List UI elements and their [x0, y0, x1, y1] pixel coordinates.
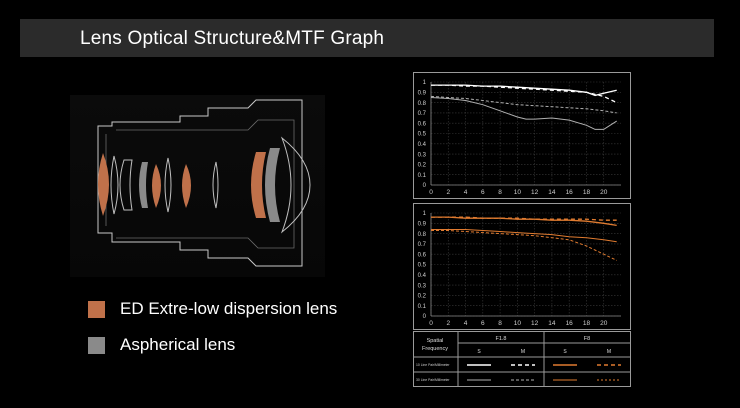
x-tick-label: 12: [531, 320, 539, 327]
y-tick-label: 0.8: [418, 101, 427, 107]
y-tick-label: 0.5: [418, 263, 427, 269]
mtf-chart-stopped-down: 00.10.20.30.40.50.60.70.80.910 2 4 6 8 10 12 14…: [413, 203, 631, 330]
x-tick-label: 20: [600, 320, 608, 327]
x-tick-label: 10: [514, 189, 522, 196]
lens-element-3: [119, 159, 133, 211]
y-tick-label: 0.6: [418, 252, 427, 258]
y-tick-label: 0.7: [418, 242, 427, 248]
lens-element-11: [280, 136, 311, 234]
series-line: [430, 95, 617, 114]
y-tick-label: 0.1: [418, 173, 427, 179]
series-line: [431, 84, 617, 104]
y-tick-label: 0.3: [418, 152, 427, 158]
x-tick-label: 6: [481, 320, 485, 327]
table-row-10lp: 10 Line Pair/Millimeter: [416, 363, 450, 367]
ed-lens-4: [251, 152, 266, 218]
series-line: [430, 97, 617, 130]
y-tick-label: 0.2: [418, 294, 427, 300]
series-line: [431, 230, 617, 261]
table-col-m: M: [607, 349, 611, 355]
chart-frame: [413, 72, 631, 199]
aspherical-lens-1: [139, 162, 148, 208]
table-col-s: S: [477, 349, 481, 355]
y-tick-label: 1: [423, 80, 427, 86]
table-col-s: S: [563, 349, 567, 355]
x-tick-label: 4: [464, 189, 468, 196]
y-tick-label: 0.4: [418, 273, 427, 279]
legend-label-aspherical: Aspherical lens: [120, 335, 236, 354]
table-aperture-wide: F1.8: [495, 336, 506, 342]
x-tick-label: 18: [583, 320, 591, 327]
y-tick-label: 0.4: [418, 142, 427, 148]
table-aperture-stopped: F8: [584, 336, 590, 342]
table-row-30lp: 30 Line Pair/Millimeter: [416, 378, 450, 382]
ed-lens-1: [98, 153, 109, 216]
x-tick-label: 18: [583, 189, 591, 196]
x-tick-label: 14: [548, 320, 556, 327]
y-tick-label: 0.5: [418, 132, 427, 138]
table-col-m: M: [521, 349, 525, 355]
x-tick-label: 6: [481, 189, 485, 196]
x-tick-label: 10: [514, 320, 522, 327]
ed-lens-3: [182, 164, 191, 208]
header-bar: Lens Optical Structure&MTF Graph: [20, 19, 714, 57]
x-tick-label: 12: [531, 189, 539, 196]
lens-barrel-outline: [97, 99, 303, 267]
aspherical-lens-2: [265, 148, 280, 222]
y-tick-label: 0.9: [418, 222, 427, 228]
table-border: [413, 331, 631, 387]
x-tick-label: 16: [566, 320, 574, 327]
series-line: [431, 84, 617, 97]
x-tick-label: 2: [446, 189, 450, 196]
x-tick-label: 8: [498, 189, 502, 196]
x-tick-label: 2: [446, 320, 450, 327]
x-tick-label: 16: [566, 189, 574, 196]
y-tick-label: 0: [423, 183, 427, 189]
y-tick-label: 0.3: [418, 283, 427, 289]
x-tick-label: 8: [498, 320, 502, 327]
x-tick-label: 0: [429, 189, 433, 196]
page-title: Lens Optical Structure&MTF Graph: [80, 28, 385, 49]
series-line: [431, 216, 617, 221]
chart-frame: [413, 203, 631, 330]
series-line: [431, 229, 617, 243]
x-tick-label: 20: [600, 189, 608, 196]
y-tick-label: 0.7: [418, 111, 427, 117]
aspherical-lens-swatch-icon: [88, 337, 105, 354]
x-tick-label: 4: [464, 320, 468, 327]
ed-lens-2: [152, 164, 161, 208]
lens-structure-diagram: [70, 95, 325, 277]
y-tick-label: 0: [423, 314, 427, 320]
y-tick-label: 0.8: [418, 232, 427, 238]
legend-label-ed: ED Extre-low dispersion lens: [120, 299, 338, 318]
table-header-spatial: Spatial: [427, 338, 444, 344]
y-tick-label: 0.9: [418, 91, 427, 97]
mtf-legend-table: Spatial Frequency F1.8 F8 S M S M 10 Lin…: [413, 331, 631, 387]
mtf-chart-wide-open: 00.10.20.30.40.50.60.70.80.910 2 4 6 8 10 12 14…: [413, 72, 631, 199]
x-tick-label: 0: [429, 320, 433, 327]
ed-lens-swatch-icon: [88, 301, 105, 318]
y-tick-label: 0.1: [418, 304, 427, 310]
y-tick-label: 1: [423, 211, 427, 217]
x-tick-label: 14: [548, 189, 556, 196]
lens-element-2: [110, 155, 119, 215]
y-tick-label: 0.6: [418, 121, 427, 127]
table-header-frequency: Frequency: [422, 346, 448, 352]
series-line: [431, 216, 617, 227]
y-tick-label: 0.2: [418, 163, 427, 169]
lens-element-6: [164, 157, 172, 213]
lens-element-8: [212, 161, 219, 209]
